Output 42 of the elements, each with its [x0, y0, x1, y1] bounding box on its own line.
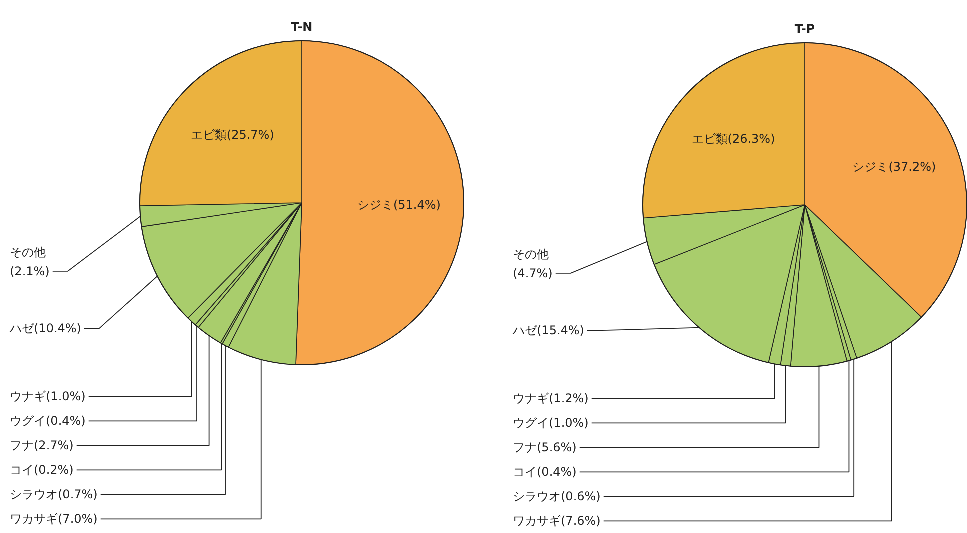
data-label: (2.1%) — [10, 264, 50, 278]
chart-title: T-P — [794, 22, 816, 36]
data-label: (5.6%) — [537, 440, 577, 455]
data-label: (51.4%) — [393, 198, 441, 212]
slice-label: フナ — [513, 440, 537, 455]
data-label: (2.7%) — [34, 438, 74, 453]
data-label: (4.7%) — [513, 266, 553, 280]
slice-label: エビ類 — [190, 128, 227, 142]
slice-label: シジミ — [357, 198, 394, 212]
data-label: (0.4%) — [537, 465, 577, 480]
data-label: (0.6%) — [561, 490, 601, 504]
slice-label: その他 — [10, 245, 46, 260]
slice-label: ハゼ — [512, 324, 538, 338]
slice-label: ハゼ — [9, 322, 35, 336]
data-label: (0.2%) — [34, 463, 74, 478]
data-label: (1.0%) — [549, 416, 589, 430]
slice-label: ワカサギ — [513, 514, 561, 528]
data-label: (1.2%) — [549, 392, 589, 406]
data-label: (15.4%) — [537, 324, 584, 338]
slice-label: フナ — [10, 438, 34, 453]
slice-label: シジミ — [852, 160, 889, 174]
slice-label: ウグイ — [10, 414, 46, 428]
data-label: (25.7%) — [226, 128, 274, 142]
data-label: (0.7%) — [58, 488, 98, 502]
slice-label: コイ — [10, 463, 34, 478]
slice-label: ワカサギ — [10, 512, 58, 526]
slice-label: シラウオ — [513, 490, 561, 504]
slice-label: ウナギ — [513, 392, 549, 406]
data-label: (37.2%) — [888, 160, 936, 174]
slice-label: ウグイ — [513, 416, 549, 430]
data-label: (7.0%) — [58, 512, 98, 526]
data-label: (10.4%) — [34, 322, 82, 336]
data-label: (7.6%) — [561, 514, 601, 528]
slice-label: シラウオ — [10, 488, 58, 502]
slice-label: その他 — [513, 247, 549, 262]
chart-title: T-N — [291, 20, 313, 34]
data-label: (1.0%) — [46, 390, 86, 404]
slice-label: ウナギ — [10, 390, 46, 404]
data-label: (26.3%) — [728, 132, 776, 146]
slice-label: コイ — [513, 465, 537, 480]
slice-label: エビ類 — [692, 132, 728, 146]
data-label: (0.4%) — [46, 414, 86, 428]
